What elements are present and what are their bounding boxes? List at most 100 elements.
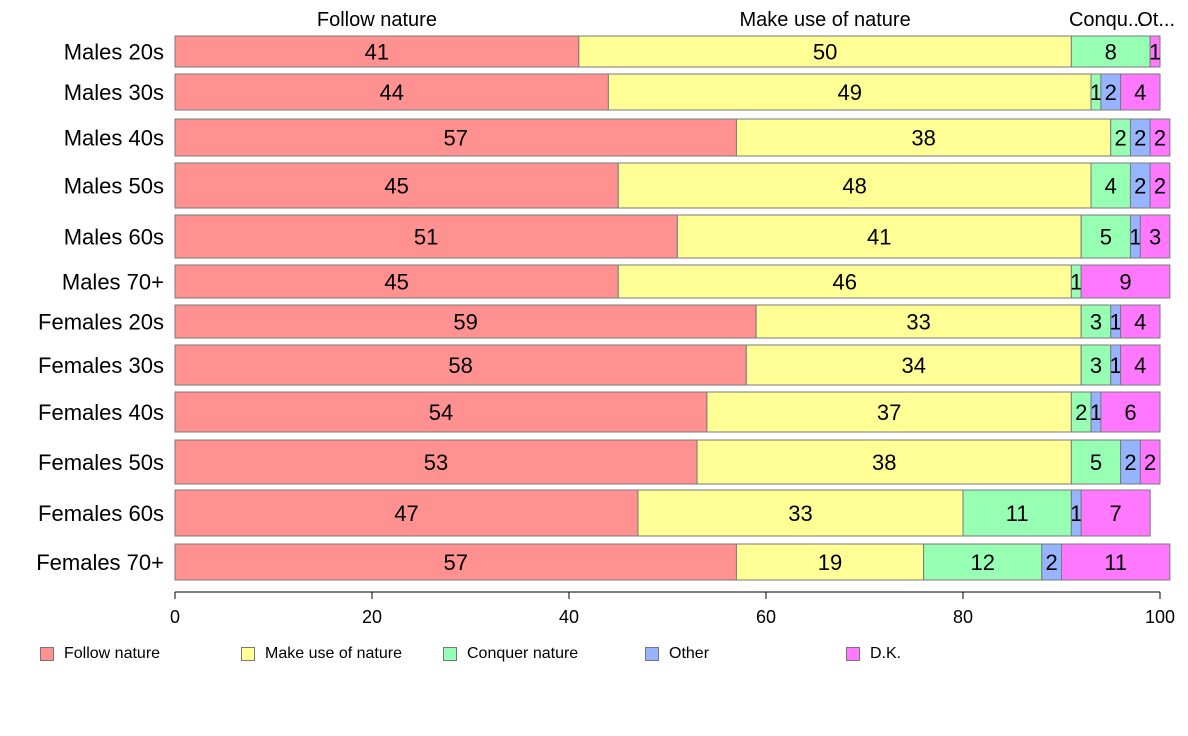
category-label: Females 30s [38,353,164,378]
data-label: 1 [1070,501,1082,526]
legend-item-dk: D.K. [846,645,901,663]
bar-segment [617,264,1072,299]
data-label: 45 [384,174,408,199]
data-label: 4 [1134,310,1146,335]
x-tick-label: 100 [1145,607,1175,627]
bar-segment [735,543,925,581]
data-label: 57 [443,126,467,151]
data-label: 3 [1149,225,1161,250]
bar-segment [735,118,1112,157]
data-label: 2 [1144,450,1156,475]
bar-segment [607,73,1092,111]
legend: Follow nature Make use of nature Conquer… [0,645,1188,669]
data-label: 2 [1134,174,1146,199]
legend-swatch [443,647,457,661]
data-label: 2 [1105,80,1117,105]
category-label: Females 50s [38,450,164,475]
data-label: 1 [1149,40,1161,65]
data-label: 38 [911,126,935,151]
data-label: 33 [906,310,930,335]
legend-swatch [846,647,860,661]
data-label: 48 [842,174,866,199]
data-label: 59 [453,310,477,335]
category-label: Males 20s [64,40,164,65]
data-label: 57 [443,550,467,575]
bar-segment [1070,439,1122,485]
data-label: 51 [414,225,438,250]
data-label: 38 [872,450,896,475]
bar-segment [1149,35,1161,68]
category-label: Males 50s [64,174,164,199]
bar-segment [696,439,1072,485]
bar-segment [174,304,757,339]
data-label: 1 [1090,80,1102,105]
bar-segment [1061,543,1171,581]
data-label: 9 [1119,270,1131,295]
data-label: 34 [902,353,926,378]
data-label: 44 [379,80,403,105]
bar-segment [1120,73,1161,111]
bar-segment [174,162,619,209]
data-label: 54 [429,400,453,425]
data-label: 5 [1100,225,1112,250]
data-label: 47 [394,501,418,526]
data-label: 4 [1105,174,1117,199]
legend-label: Make use of nature [265,645,402,662]
legend-swatch [40,647,54,661]
top-series-label: Follow nature [317,9,437,31]
bar-segment [1120,344,1161,386]
x-tick-label: 80 [953,607,973,627]
data-label: 2 [1046,550,1058,575]
top-series-label: Conqu... [1069,9,1145,31]
legend-item-follow-nature: Follow nature [40,645,160,663]
data-label: 11 [1104,550,1127,575]
data-label: 2 [1124,450,1136,475]
data-label: 1 [1090,400,1102,425]
data-label: 3 [1090,310,1102,335]
bar-segment [1120,304,1161,339]
bar-segment [1139,214,1171,259]
bar-segment [1100,391,1161,433]
legend-label: Other [669,645,710,662]
bar-segment [745,344,1082,386]
legend-item-other: Other [645,645,709,663]
data-label: 7 [1110,501,1122,526]
data-label: 6 [1124,400,1136,425]
category-label: Females 20s [38,310,164,335]
legend-swatch [241,647,255,661]
bar-segment [174,35,580,68]
data-label: 2 [1154,174,1166,199]
x-tick-label: 40 [559,607,579,627]
bar-segment [174,214,678,259]
bar-segment [755,304,1082,339]
category-label: Males 60s [64,225,164,250]
bar-segment [1090,162,1131,209]
category-label: Males 40s [64,126,164,151]
legend-item-conquer-nature: Conquer nature [443,645,578,663]
data-label: 58 [448,353,472,378]
bar-segment [174,489,639,537]
top-series-label: Ot... [1137,9,1175,31]
data-label: 46 [833,270,857,295]
bar-segment [578,35,1072,68]
data-label: 11 [1006,501,1029,526]
bar-segment [174,439,698,485]
category-label: Males 30s [64,80,164,105]
bar-segment [1080,214,1131,259]
legend-label: Conquer nature [467,645,579,662]
data-label: 2 [1134,126,1146,151]
data-label: 1 [1110,353,1122,378]
data-label: 49 [837,80,861,105]
data-label: 5 [1090,450,1102,475]
data-label: 4 [1134,353,1146,378]
bar-segment [174,391,708,433]
data-label: 33 [788,501,812,526]
bar-segment [174,118,737,157]
data-label: 1 [1129,225,1141,250]
data-label: 12 [970,550,994,575]
bar-segment [923,543,1043,581]
bar-segment [1080,489,1151,537]
x-tick-label: 60 [756,607,776,627]
bar-segment [1080,304,1112,339]
